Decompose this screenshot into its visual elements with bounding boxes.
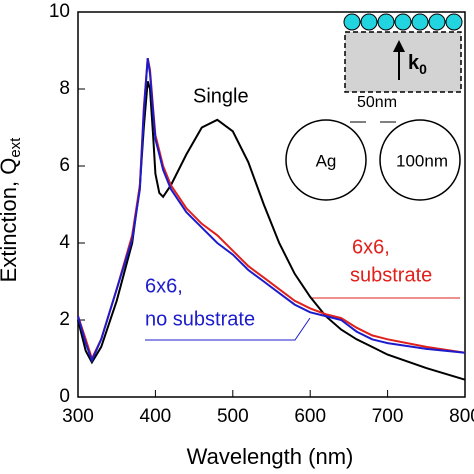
ag-label: Ag bbox=[316, 151, 337, 170]
series-line bbox=[77, 81, 466, 381]
ag-particle bbox=[285, 119, 367, 201]
x-tick-label: 500 bbox=[217, 406, 249, 427]
k-arrow-head bbox=[393, 40, 405, 52]
series-line bbox=[77, 58, 466, 364]
y-tick-label: 0 bbox=[59, 386, 70, 407]
x-tick-label: 700 bbox=[372, 406, 404, 427]
no-substrate-label: no substrate bbox=[145, 308, 255, 330]
substrate-box bbox=[344, 31, 462, 93]
k-sub: 0 bbox=[419, 61, 427, 77]
x-tick-label: 600 bbox=[294, 406, 326, 427]
leader-line bbox=[145, 317, 311, 341]
y-tick-label: 4 bbox=[59, 232, 70, 253]
x-tick-label: 300 bbox=[62, 406, 94, 427]
y-axis-label-sub: ext bbox=[7, 137, 24, 158]
y-axis-label-main: Extinction, Q bbox=[0, 158, 21, 283]
particle-row bbox=[343, 13, 463, 31]
plot-frame bbox=[77, 11, 466, 398]
x-tick-label: 400 bbox=[140, 406, 172, 427]
no-substrate-label: 6x6, bbox=[145, 275, 183, 297]
k-label: k0 bbox=[408, 52, 427, 76]
k-main: k bbox=[408, 52, 420, 74]
y-tick-label: 10 bbox=[49, 1, 70, 22]
diameter-label: 100nm bbox=[396, 151, 448, 170]
single-label: Single bbox=[193, 85, 249, 107]
y-tick-label: 8 bbox=[59, 78, 70, 99]
substrate-label: substrate bbox=[350, 264, 432, 286]
y-axis-label: Extinction, Qext bbox=[0, 137, 24, 283]
x-tick-label: 800 bbox=[449, 406, 474, 427]
substrate-label: 6x6, bbox=[352, 236, 390, 258]
x-axis-label: Wavelength (nm) bbox=[187, 444, 354, 469]
gap-label: 50nm bbox=[357, 94, 397, 111]
ag-particle bbox=[379, 119, 461, 201]
y-tick-label: 2 bbox=[59, 309, 70, 330]
y-tick-label: 6 bbox=[59, 155, 70, 176]
